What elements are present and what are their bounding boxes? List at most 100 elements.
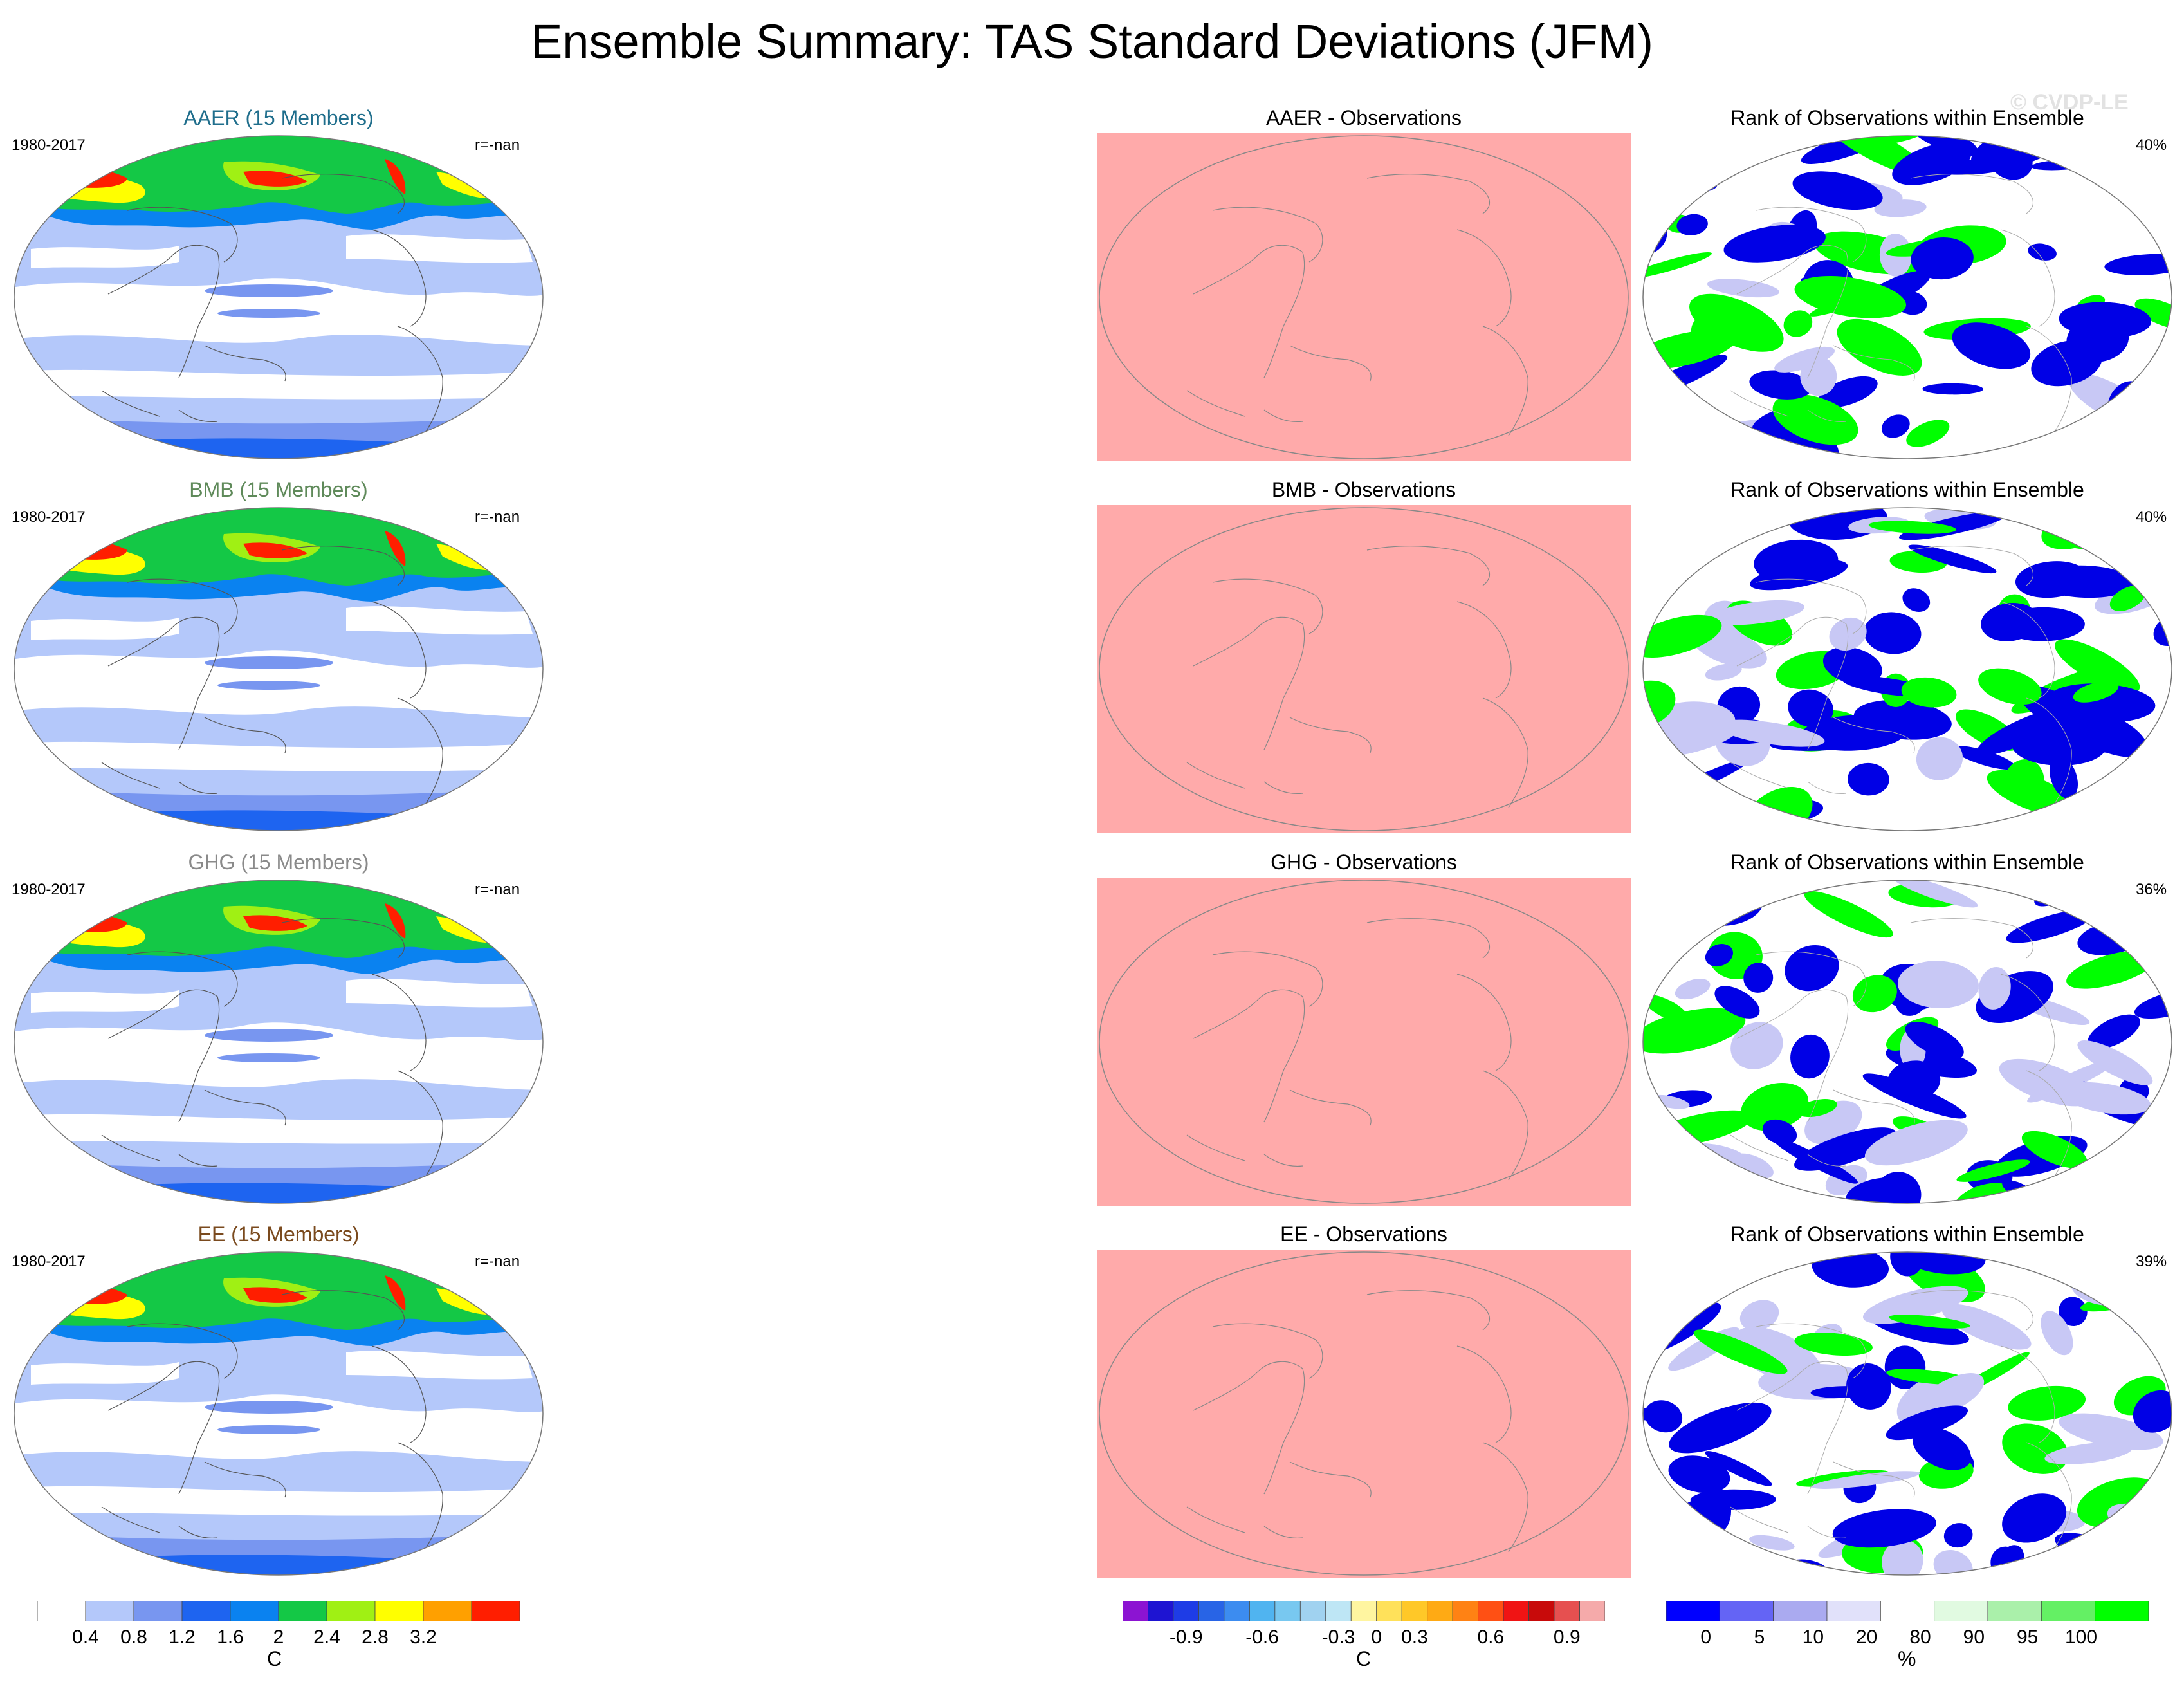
rank-title: Rank of Observations within Ensemble [1730, 106, 2084, 129]
diff-colorbar-swatch [1401, 1600, 1428, 1622]
diff-title: BMB - Observations [1271, 478, 1456, 501]
stddev-colorbar-tick-label: 2 [273, 1627, 284, 1648]
stddev-map [12, 878, 546, 1206]
diff-colorbar-swatch [1427, 1600, 1453, 1622]
rank-colorbar-tick-label: 10 [1802, 1627, 1824, 1648]
stddev-colorbar-swatch [230, 1600, 279, 1622]
correlation-label: r=-nan [475, 881, 520, 898]
diff-map [1097, 133, 1631, 461]
rank-colorbar-tick-label: 0 [1700, 1627, 1711, 1648]
diff-colorbar-tick-label: -0.9 [1169, 1627, 1203, 1648]
ensemble-title: GHG (15 Members) [188, 851, 369, 874]
stddev-colorbar-swatch [181, 1600, 231, 1622]
rank-map-fill [1643, 136, 2172, 459]
period-label: 1980-2017 [12, 881, 86, 898]
rank-colorbar-swatch [2095, 1600, 2149, 1622]
rank-percent: 39% [2136, 1253, 2167, 1270]
rank-colorbar-tick-label: 100 [2064, 1627, 2098, 1648]
diff-colorbar-unit: C [1356, 1647, 1372, 1670]
stddev-colorbar-tick-label: 1.6 [217, 1627, 244, 1648]
diff-colorbar-tick-label: 0.9 [1553, 1627, 1581, 1648]
diff-colorbar-swatch [1350, 1600, 1377, 1622]
stddev-colorbar-tick-label: 0.8 [120, 1627, 147, 1648]
diff-map-fill [1097, 505, 1631, 833]
rank-colorbar-tick-label: 5 [1754, 1627, 1765, 1648]
diff-colorbar-swatch [1554, 1600, 1580, 1622]
stddev-map-fill [14, 880, 543, 1203]
stddev-colorbar-swatch [374, 1600, 424, 1622]
diff-colorbar-swatch [1325, 1600, 1352, 1622]
rank-map [1640, 505, 2174, 833]
diff-colorbar-tick-label: 0.6 [1477, 1627, 1505, 1648]
ensemble-title: EE (15 Members) [197, 1223, 360, 1246]
stddev-colorbar-swatch [133, 1600, 183, 1622]
rank-map [1640, 878, 2174, 1206]
rank-colorbar-swatch [1987, 1600, 2042, 1622]
diff-map-fill [1097, 1250, 1631, 1578]
rank-colorbar-tick-label: 20 [1855, 1627, 1878, 1648]
diff-colorbar-swatch [1478, 1600, 1504, 1622]
diff-colorbar-swatch [1198, 1600, 1225, 1622]
rank-percent: 36% [2136, 881, 2167, 898]
rank-colorbar-swatch [1826, 1600, 1881, 1622]
rank-colorbar-swatch [1719, 1600, 1774, 1622]
stddev-colorbar-tick-label: 2.4 [313, 1627, 340, 1648]
diff-colorbar-swatch [1452, 1600, 1479, 1622]
diff-map [1097, 505, 1631, 833]
diff-colorbar-swatch [1528, 1600, 1555, 1622]
stddev-colorbar-swatch [37, 1600, 86, 1622]
diff-map-fill [1097, 133, 1631, 461]
diff-title: GHG - Observations [1271, 851, 1457, 874]
diff-colorbar-swatch [1376, 1600, 1402, 1622]
stddev-colorbar-swatch [326, 1600, 376, 1622]
rank-map-fill [1643, 1252, 2172, 1575]
rank-map [1640, 1250, 2174, 1578]
rank-colorbar [1666, 1600, 2149, 1622]
rank-colorbar-unit: % [1898, 1647, 1916, 1670]
ensemble-title: BMB (15 Members) [189, 478, 368, 501]
period-label: 1980-2017 [12, 136, 86, 154]
rank-map-fill [1643, 880, 2172, 1203]
stddev-colorbar-swatch [85, 1600, 134, 1622]
rank-title: Rank of Observations within Ensemble [1730, 1223, 2084, 1246]
rank-colorbar-swatch [1880, 1600, 1935, 1622]
diff-title: AAER - Observations [1265, 106, 1462, 129]
watermark: © CVDP-LE [2010, 90, 2129, 115]
diff-colorbar-tick-label: -0.6 [1245, 1627, 1279, 1648]
rank-colorbar-swatch [1666, 1600, 1720, 1622]
rank-title: Rank of Observations within Ensemble [1730, 478, 2084, 501]
period-label: 1980-2017 [12, 1253, 86, 1270]
stddev-map-fill [14, 136, 543, 459]
diff-map [1097, 1250, 1631, 1578]
diff-colorbar-swatch [1249, 1600, 1276, 1622]
stddev-map-fill [14, 508, 543, 831]
diff-colorbar-swatch [1148, 1600, 1174, 1622]
stddev-colorbar-tick-label: 1.2 [169, 1627, 196, 1648]
stddev-colorbar-unit: C [267, 1647, 282, 1670]
rank-map-fill [1643, 508, 2172, 831]
rank-colorbar-swatch [2041, 1600, 2096, 1622]
correlation-label: r=-nan [475, 508, 520, 526]
stddev-map-fill [14, 1252, 543, 1575]
diff-colorbar-swatch [1299, 1600, 1326, 1622]
ensemble-title: AAER (15 Members) [183, 106, 374, 129]
rank-colorbar-tick-label: 90 [1963, 1627, 1985, 1648]
stddev-colorbar-tick-label: 3.2 [410, 1627, 437, 1648]
rank-colorbar-swatch [1773, 1600, 1828, 1622]
stddev-map [12, 133, 546, 461]
diff-colorbar-swatch [1224, 1600, 1250, 1622]
stddev-colorbar-swatch [471, 1600, 520, 1622]
stddev-colorbar-swatch [423, 1600, 472, 1622]
diff-colorbar-swatch [1503, 1600, 1529, 1622]
diff-colorbar-swatch [1274, 1600, 1301, 1622]
diff-colorbar-swatch [1579, 1600, 1606, 1622]
diff-colorbar-tick-label: 0 [1371, 1627, 1382, 1648]
stddev-colorbar-tick-label: 0.4 [72, 1627, 99, 1648]
diff-colorbar-tick-label: 0.3 [1401, 1627, 1428, 1648]
stddev-colorbar-tick-label: 2.8 [362, 1627, 389, 1648]
stddev-colorbar [37, 1600, 520, 1622]
diff-title: EE - Observations [1280, 1223, 1447, 1246]
diff-map-fill [1097, 878, 1631, 1206]
rank-colorbar-swatch [1934, 1600, 1988, 1622]
figure-title: Ensemble Summary: TAS Standard Deviation… [530, 15, 1654, 68]
